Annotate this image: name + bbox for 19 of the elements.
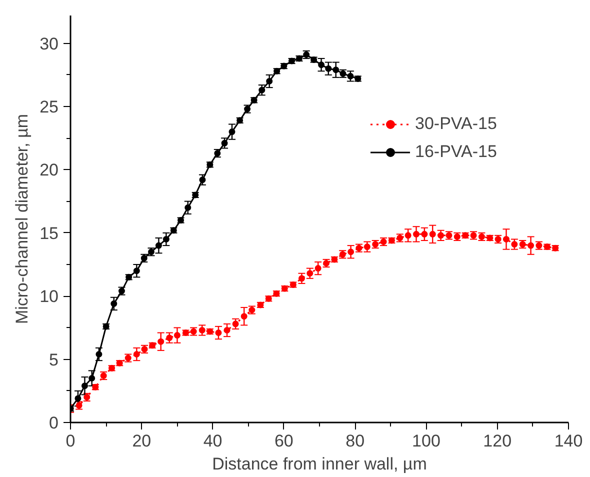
y-tick-label: 25 xyxy=(40,98,59,117)
x-tick-label: 60 xyxy=(274,432,294,450)
x-tick-label: 140 xyxy=(554,432,583,450)
y-tick-label: 15 xyxy=(40,224,59,243)
y-tick-label: 10 xyxy=(40,287,59,306)
legend-label: 30-PVA-15 xyxy=(415,114,497,134)
x-tick-label: 0 xyxy=(66,432,76,450)
y-tick-label: 5 xyxy=(49,350,59,370)
y-axis-title: Micro-channel diameter, µm xyxy=(12,114,32,324)
y-tick-label: 20 xyxy=(40,160,59,180)
x-tick-label: 100 xyxy=(412,432,440,450)
x-axis-title: Distance from inner wall, µm xyxy=(212,454,427,474)
x-tick-label: 80 xyxy=(346,432,365,450)
x-tick-label: 120 xyxy=(483,432,512,450)
x-tick-label: 20 xyxy=(132,432,152,450)
x-tick-label: 40 xyxy=(203,432,222,450)
y-tick-label: 0 xyxy=(49,414,59,432)
y-tick-label: 30 xyxy=(40,34,59,54)
legend-label: 16-PVA-15 xyxy=(415,142,497,162)
